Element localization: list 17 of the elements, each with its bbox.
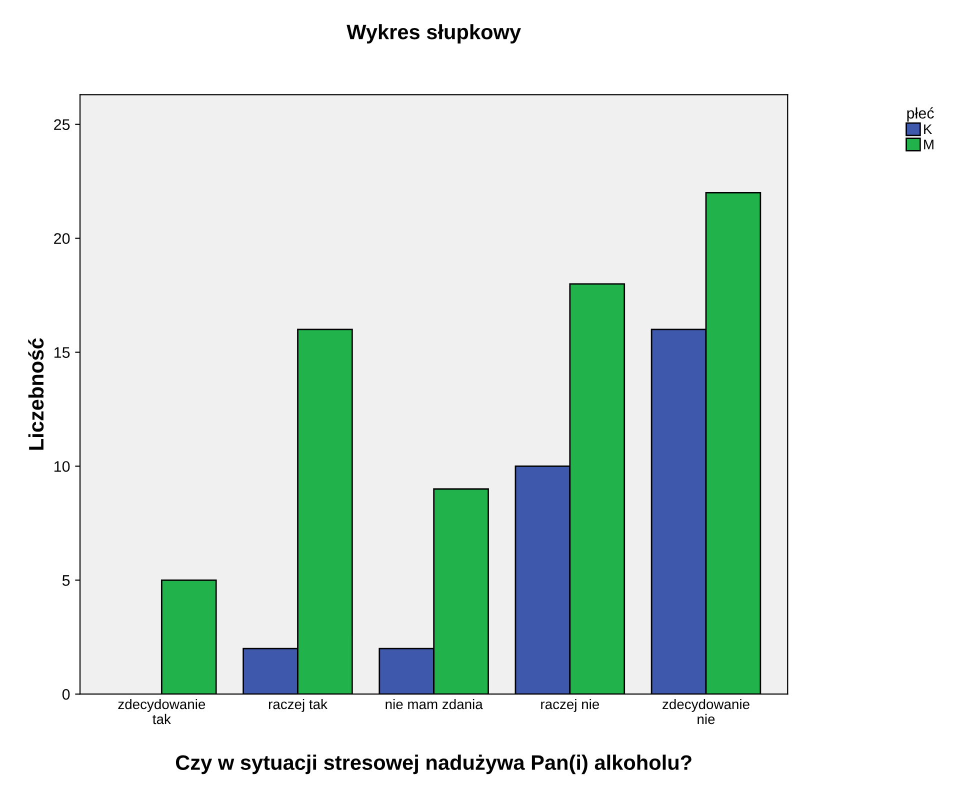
x-tick-label: nie mam zdania: [386, 698, 483, 710]
legend-title: płeć: [907, 107, 934, 122]
y-tick-label: 20: [54, 233, 70, 244]
legend-label: M: [924, 140, 934, 150]
legend-label: K: [924, 124, 932, 134]
y-tick-label: 0: [62, 688, 70, 700]
y-tick-label: 10: [54, 461, 70, 472]
x-tick-label: raczej tak: [268, 698, 328, 712]
y-tick-label: 25: [54, 119, 70, 130]
x-tick-label: zdecydowanie nie: [662, 698, 750, 724]
x-tick-label: zdecydowanie tak: [118, 698, 206, 724]
chart-title: Wykres słupkowy: [346, 24, 521, 44]
x-axis-title: Czy w sytuacji stresowej nadużywa Pan(i) alkoholu?: [176, 754, 692, 774]
y-axis-title: Liczebność: [28, 338, 44, 450]
x-tick-label: raczej nie: [541, 698, 600, 712]
y-tick-label: 5: [62, 575, 70, 586]
y-tick-label: 15: [54, 347, 70, 358]
